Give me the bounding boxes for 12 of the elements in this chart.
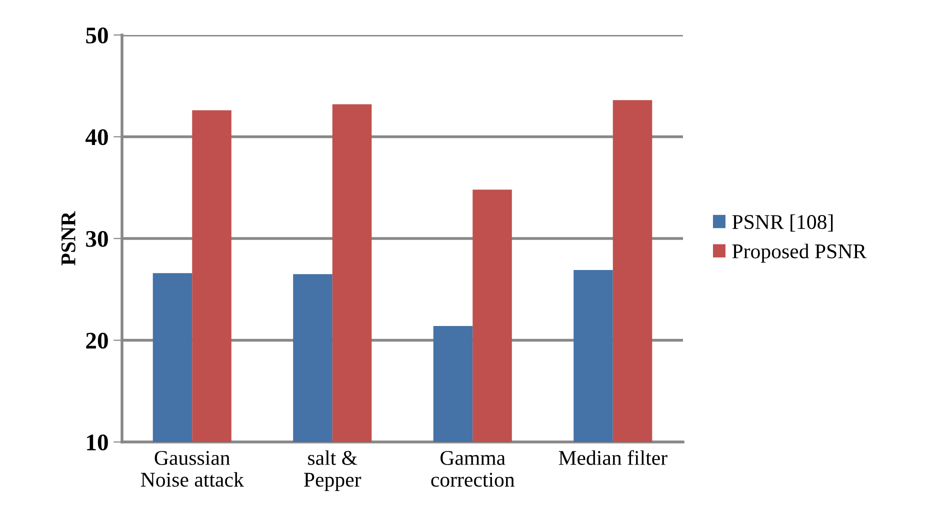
y-tick-label: 20 — [86, 332, 108, 349]
x-tick-label: salt & Pepper — [304, 450, 362, 492]
y-tick-label: 40 — [86, 129, 108, 146]
x-tick-label: Gamma correction — [431, 450, 515, 487]
legend-label: Proposed PSNR — [732, 244, 867, 263]
legend-label: PSNR [108] — [732, 214, 833, 232]
y-tick-label: 50 — [86, 27, 108, 44]
y-axis-title: PSNR — [61, 211, 76, 266]
y-tick-label: 30 — [86, 230, 108, 247]
y-tick-label: 10 — [87, 434, 108, 450]
x-tick-label: Median filter — [558, 450, 668, 465]
x-tick-label: Gaussian Noise attack — [140, 450, 244, 487]
